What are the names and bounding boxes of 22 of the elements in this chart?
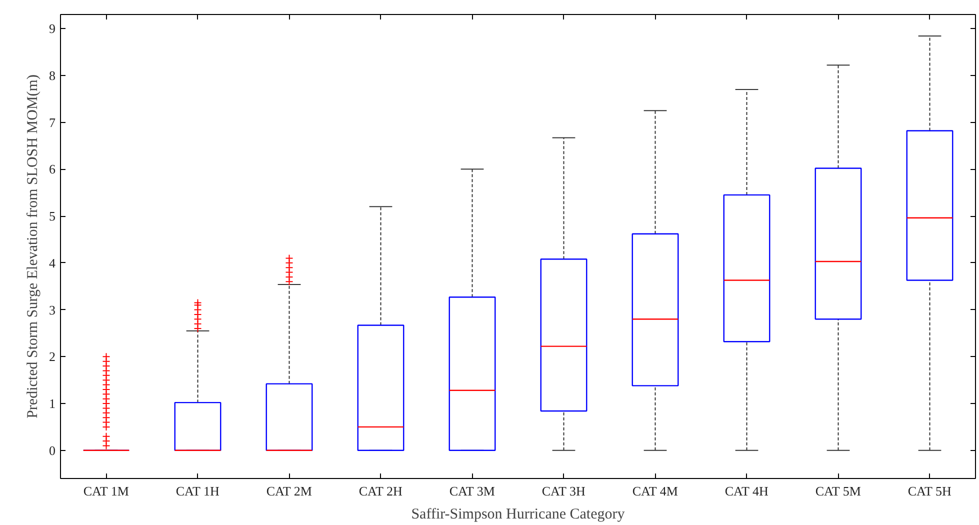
y-tick-label: 0 bbox=[49, 442, 56, 458]
x-axis-title: Saffir-Simpson Hurricane Category bbox=[411, 506, 626, 522]
y-tick-label: 1 bbox=[49, 396, 56, 412]
y-tick-label: 3 bbox=[49, 302, 56, 318]
y-tick-label: 5 bbox=[49, 208, 56, 224]
x-tick-label: CAT 3M bbox=[449, 484, 496, 498]
y-tick-label: 8 bbox=[49, 68, 56, 83]
x-tick-label: CAT 2H bbox=[358, 484, 402, 498]
x-tick-label: CAT 3H bbox=[542, 484, 586, 498]
x-tick-label: CAT 5H bbox=[908, 484, 952, 498]
x-tick-label: CAT 4M bbox=[632, 484, 678, 498]
x-tick-label: CAT 1M bbox=[83, 484, 130, 498]
y-tick-label: 2 bbox=[49, 349, 56, 364]
y-axis-title: Predicted Storm Surge Elevation from SLOSH MOM(m) bbox=[25, 74, 41, 418]
y-tick-label: 7 bbox=[49, 114, 56, 130]
y-tick-label: 9 bbox=[49, 21, 56, 36]
y-tick-label: 6 bbox=[49, 162, 56, 177]
x-tick-label: CAT 4H bbox=[724, 484, 768, 498]
x-tick-label: CAT 2M bbox=[266, 484, 312, 498]
x-tick-label: CAT 5M bbox=[815, 484, 862, 498]
y-tick-label: 4 bbox=[49, 255, 56, 270]
x-tick-label: CAT 1H bbox=[176, 484, 220, 498]
